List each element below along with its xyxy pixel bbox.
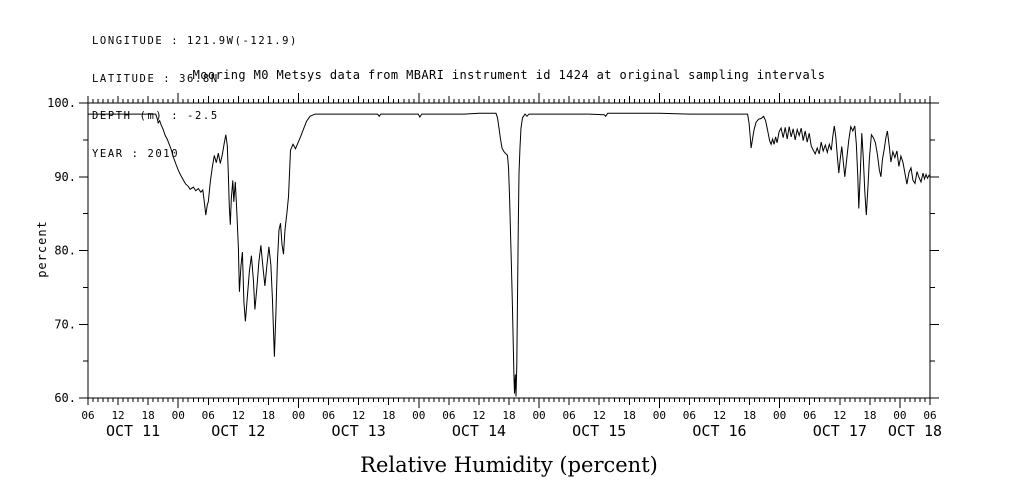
day-label: OCT 16 <box>692 422 746 440</box>
hour-tick-label: 18 <box>623 409 636 422</box>
x-ticks <box>87 93 931 408</box>
hour-tick-label: 06 <box>81 409 94 422</box>
metadata-header: LONGITUDE : 121.9W(-121.9) LATITUDE : 36… <box>92 10 298 185</box>
hour-tick-label: 00 <box>412 409 425 422</box>
header-depth: DEPTH (m) : -2.5 <box>92 110 219 122</box>
hour-tick-label: 18 <box>382 409 395 422</box>
hour-tick-label: 12 <box>472 409 485 422</box>
hour-tick-label: 00 <box>292 409 305 422</box>
hour-tick-label: 06 <box>923 409 936 422</box>
hour-tick-label: 06 <box>683 409 696 422</box>
hour-tick-label: 18 <box>142 409 155 422</box>
hour-tick-label: 18 <box>863 409 876 422</box>
hour-tick-label: 00 <box>532 409 545 422</box>
header-latitude: LATITUDE : 36.8N <box>92 72 219 85</box>
chart-title: Mooring M0 Metsys data from MBARI instru… <box>192 68 826 82</box>
x-day-labels: OCT 11 OCT 12 OCT 13 OCT 14 OCT 15 OCT 16 OCT … <box>106 422 942 440</box>
hour-tick-label: 00 <box>653 409 666 422</box>
hour-tick-label: 06 <box>803 409 816 422</box>
day-label: OCT 14 <box>452 422 506 440</box>
day-label: OCT 11 <box>106 422 160 440</box>
y-tick-label: 80. <box>54 244 76 258</box>
day-label: OCT 12 <box>211 422 265 440</box>
hour-tick-label: 12 <box>593 409 606 422</box>
hour-tick-label: 18 <box>262 409 275 422</box>
hour-tick-label: 06 <box>442 409 455 422</box>
humidity-series-line <box>88 112 931 397</box>
hour-tick-label: 00 <box>172 409 185 422</box>
x-axis-title: Relative Humidity (percent) <box>360 453 658 477</box>
hour-tick-label: 06 <box>202 409 215 422</box>
day-label: OCT 13 <box>332 422 386 440</box>
header-year: YEAR : 2010 <box>92 147 180 160</box>
hour-tick-label: 00 <box>893 409 906 422</box>
y-tick-label: 90. <box>54 170 76 184</box>
day-label: OCT 17 <box>813 422 867 440</box>
plot-frame <box>87 102 931 399</box>
hour-tick-label: 06 <box>563 409 576 422</box>
hour-tick-label: 12 <box>713 409 726 422</box>
hour-tick-label: 12 <box>232 409 245 422</box>
hour-tick-label: 18 <box>502 409 515 422</box>
y-tick-label: 60. <box>54 391 76 405</box>
y-tick-label: 70. <box>54 317 76 331</box>
hour-tick-label: 12 <box>111 409 124 422</box>
hour-tick-label: 18 <box>743 409 756 422</box>
x-hour-tick-labels: 06 12 18 00 06 12 18 00 06 12 18 00 06 12 18 00 06 12 18 00… <box>81 409 936 422</box>
header-longitude: LONGITUDE : 121.9W(-121.9) <box>92 35 298 47</box>
hour-tick-label: 06 <box>322 409 335 422</box>
hour-tick-label: 00 <box>773 409 786 422</box>
day-label: OCT 15 <box>572 422 626 440</box>
hour-tick-label: 12 <box>833 409 846 422</box>
y-ticks: 100. 90. 80. 70. 60. <box>47 96 939 405</box>
day-label: OCT 18 <box>888 422 942 440</box>
y-tick-label: 100. <box>47 96 76 110</box>
hour-tick-label: 12 <box>352 409 365 422</box>
